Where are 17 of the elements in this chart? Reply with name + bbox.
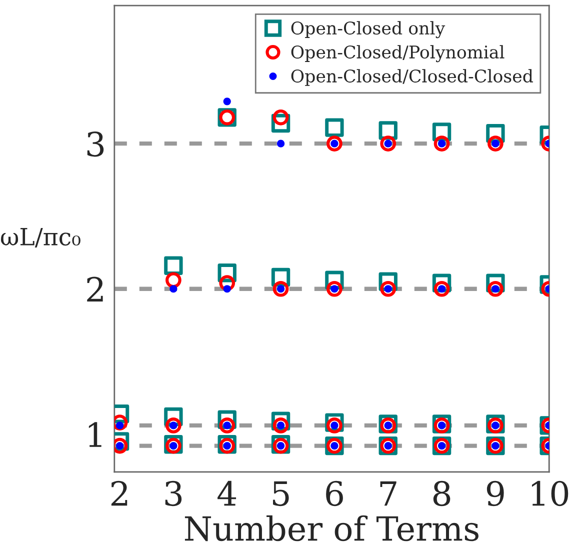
x-tick-label: 8 (433, 480, 450, 506)
y-axis-title: ωL/πc₀ (0, 228, 80, 248)
y-tick-label: 1 (88, 422, 102, 447)
y-tick-label: 3 (87, 131, 104, 157)
x-axis-title: Number of Terms (184, 515, 478, 542)
y-tick-label: 2 (87, 276, 103, 302)
x-tick-label: 10 (532, 480, 568, 506)
legend-label: Open-Closed/Closed-Closed (291, 69, 533, 86)
x-tick-label: 4 (218, 480, 236, 506)
x-tick-label: 3 (165, 480, 182, 506)
x-tick-label: 9 (486, 480, 504, 506)
legend-label: Open-Closed only (291, 21, 446, 38)
x-tick-label: 6 (326, 480, 343, 506)
x-tick-label: 2 (111, 480, 128, 506)
legend-label: Open-Closed/Polynomial (291, 45, 504, 62)
x-tick-label: 5 (273, 481, 289, 506)
x-tick-label: 7 (380, 481, 396, 506)
